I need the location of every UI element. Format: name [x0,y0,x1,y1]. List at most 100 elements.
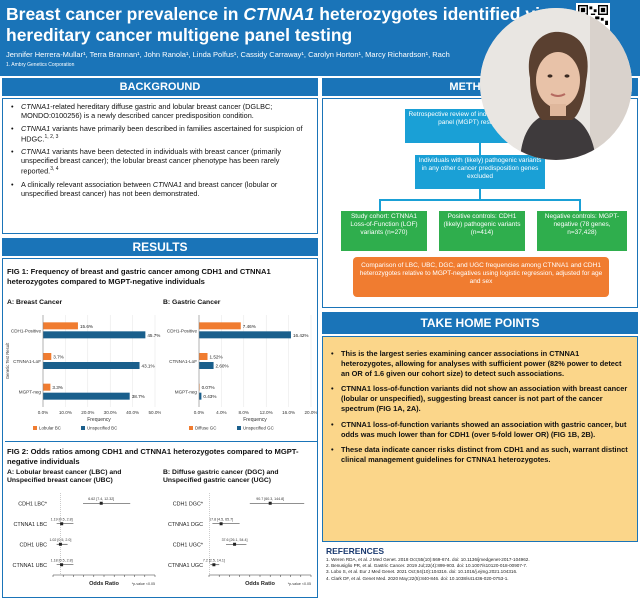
background-bullet: CTNNA1 variants have primarily been desc… [11,124,311,143]
gene-name: CTNNA1 [21,102,51,111]
background-bullet: CTNNA1-related hereditary diffuse gastri… [11,102,311,120]
poster-title: Breast cancer prevalence in CTNNA1 heter… [6,4,566,46]
category-label: CDH1-Positive [167,328,198,333]
x-tick-label: 16.0% [282,410,295,415]
x-tick-label: 50.0% [148,410,161,415]
category-label: CDH1-Positive [11,328,42,333]
category-label: MGPT-neg [19,390,42,395]
bar-value-label: 3.7% [53,355,63,360]
bar-value-label: 7.46% [243,324,256,329]
estimate-point [99,501,103,505]
title-part: heterozygotes identified via hereditary … [6,4,550,45]
category-label: MGPT-neg [175,390,198,395]
method-box-study-cohort: Study cohort: CTNNA1 Loss-of-Function (L… [341,211,427,251]
takehome-panel: This is the largest series examining can… [322,336,638,542]
fig1b-title: B: Gastric Cancer [163,299,221,306]
x-axis-label: Odds Ratio [89,581,119,587]
bar-value-label: 0.43% [203,394,216,399]
references-list: 1. Weren RDA, et al. J Med Genet. 2018 O… [326,557,634,582]
legend-label: Unspecified BC [87,426,117,431]
legend-swatch [237,426,241,430]
estimate-label: 17.8 [4.5, 65.7] [209,517,233,521]
bar [199,362,214,369]
takehome-bullet: These data indicate cancer risks distinc… [331,445,629,465]
bar [43,322,78,330]
background-bullet: CTNNA1 variants have been detected in in… [11,147,311,175]
estimate-point [60,563,64,567]
fig2a-title: A: Lobular breast cancer (LBC) and Unspe… [7,469,122,484]
bar [43,353,52,360]
method-box-exclusion: Individuals with (likely) pathogenic var… [415,155,545,189]
x-axis-label: Frequency [87,417,111,423]
estimate-point [58,542,62,546]
methods-flowchart: Retrospective review of individuals with… [322,98,638,308]
gene-name: CTNNA1 [21,124,51,133]
bar [199,331,291,339]
estimate-label: 90.7 [60.3, 144.8] [256,497,284,501]
fig1a-title: A: Breast Cancer [7,299,63,306]
methods-heading-text: METH [449,81,481,93]
background-panel: CTNNA1-related hereditary diffuse gastri… [2,98,318,234]
bar-value-label: 45.7% [147,333,160,338]
forest-label: CTNNA1 DGC [168,522,203,528]
flow-arrow [379,199,381,211]
citation: 3, 4 [50,166,59,173]
bar-value-label: 2.60% [216,364,229,369]
legend-swatch [33,426,37,430]
bar [43,362,140,369]
reference-item: 3. Lobo S, et al. Eur J Med Genet. 2021 … [326,569,518,575]
background-bullet: A clinically relevant association betwee… [11,180,311,198]
estimate-label: 1.18 [0.5, 2.8] [51,558,73,562]
estimate-label: 7.2 [2.5, 14.1] [203,558,225,562]
bar-value-label: 43.1% [142,364,155,369]
bar [199,383,200,391]
forest-label: CDH1 LBC* [18,501,48,507]
gene-name: CTNNA1 [21,147,51,157]
x-tick-label: 0.0% [38,410,48,415]
takehome-heading: TAKE HOME POINTS [322,312,638,334]
x-tick-label: 4.0% [216,410,226,415]
affiliation: 1. Ambry Genetics Corporation [6,62,75,68]
takehome-bullet: This is the largest series examining can… [331,349,629,378]
fig2-title: FIG 2: Odds ratios among CDH1 and CTNNA1… [7,447,299,466]
bar [199,392,202,400]
forest-label: CDH1 UGC* [173,542,204,548]
reference-item: 4. Clark DF, et al. Genet Med. 2020 May;… [326,575,509,581]
fig1b-chart: 0.0% 4.0% 8.0% 12.0% 16.0% 20.0% Frequency CDH1… [167,315,317,431]
bar-value-label: 15.6% [80,324,93,329]
author-list: Jennifer Herrera-Mullar¹, Terra Brannan¹… [6,50,450,59]
legend-label: Unspecified GC [243,426,274,431]
method-box-negative-controls: Negative controls: MGPT-negative (78 gen… [537,211,627,251]
forest-label: CTNNA1 UBC [13,563,48,569]
x-tick-label: 30.0% [104,410,117,415]
presenter-avatar [480,8,632,160]
reference-item: 1. Weren RDA, et al. J Med Genet. 2018 O… [326,557,530,562]
estimate-point [268,501,272,505]
significance-note: *p-value <0.05 [132,582,155,586]
x-tick-label: 40.0% [126,410,139,415]
estimate-label: 1.02 [0.5, 2.0] [49,538,71,542]
bullet-text: -related hereditary diffuse gastric and … [21,102,273,120]
fig2b-chart: CDH1 DGC* 90.7 [60.3, 144.8] CTNNA1 DGC 17.… [168,493,312,587]
bar [199,322,241,330]
citation: 1, 2, 3 [44,134,59,140]
title-part: Breast cancer prevalence in [6,4,244,24]
estimate-point [233,542,237,546]
x-axis-label: Odds Ratio [245,581,275,587]
bullet-text: A clinically relevant association betwee… [21,179,153,189]
background-heading: BACKGROUND [2,78,318,96]
bar [199,353,208,360]
bar-value-label: 0.07% [202,385,215,390]
forest-label: CDH1 DGC* [173,501,204,507]
bar-value-label: 16.42% [293,333,309,338]
x-tick-label: 8.0% [239,410,249,415]
category-label: CTNNA1-LoF [13,359,41,364]
flow-arrow [479,189,481,199]
estimate-label: 37.6 [26.1, 54.4] [222,538,248,542]
forest-label: CTNNA1 UGC [168,563,203,569]
bullet-text: variants have been detected in individua… [21,147,281,176]
flow-branch [379,199,579,201]
bullet-text: and breast cancer (lobular or unspecifie… [21,179,278,198]
estimate-point [60,522,64,526]
legend-swatch [189,426,193,430]
